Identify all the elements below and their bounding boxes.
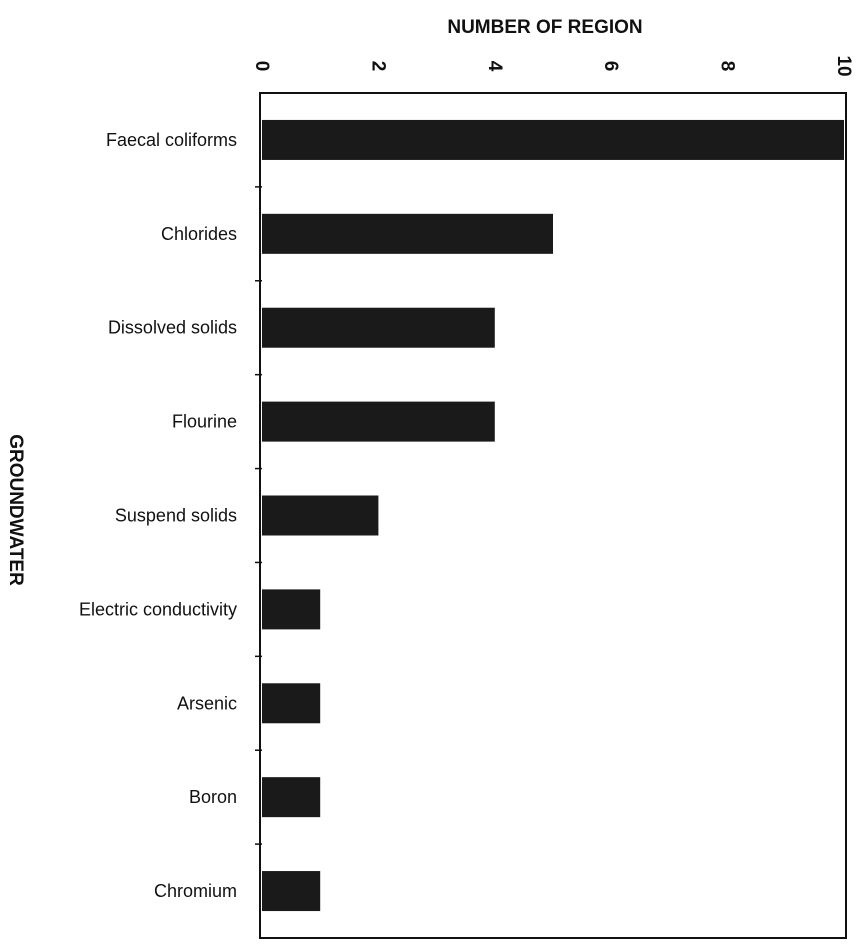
bars (262, 119, 844, 912)
chart-title: NUMBER OF REGION (447, 17, 642, 38)
y-axis-label: GROUNDWATER (5, 434, 26, 586)
bar (262, 777, 321, 818)
x-axis-ticks: 0 2 4 6 8 10 (251, 55, 854, 76)
category-labels: Faecal coliforms Chlorides Dissolved solid… (79, 130, 237, 901)
bar (262, 683, 321, 724)
bar (262, 871, 321, 912)
category-label: Chlorides (161, 224, 237, 244)
bar (262, 589, 321, 630)
category-label: Chromium (154, 881, 237, 901)
bar (262, 401, 495, 442)
bar (262, 213, 553, 254)
category-label: Flourine (172, 412, 237, 432)
category-label: Arsenic (177, 693, 237, 713)
category-label: Boron (189, 787, 237, 807)
category-label: Suspend solids (115, 506, 237, 526)
category-label: Electric conductivity (79, 599, 237, 619)
x-tick-label: 10 (833, 55, 854, 76)
bar (262, 119, 844, 160)
plot-frame (259, 92, 847, 939)
x-tick-label: 0 (251, 61, 272, 72)
x-tick-label: 6 (600, 61, 621, 72)
bar (262, 307, 495, 348)
bar (262, 495, 379, 536)
x-tick-label: 4 (484, 61, 505, 72)
category-label: Dissolved solids (108, 318, 237, 338)
x-tick-label: 2 (367, 61, 388, 72)
y-axis-ticks (255, 186, 262, 845)
category-label: Faecal coliforms (106, 130, 237, 150)
x-tick-label: 8 (717, 61, 738, 72)
